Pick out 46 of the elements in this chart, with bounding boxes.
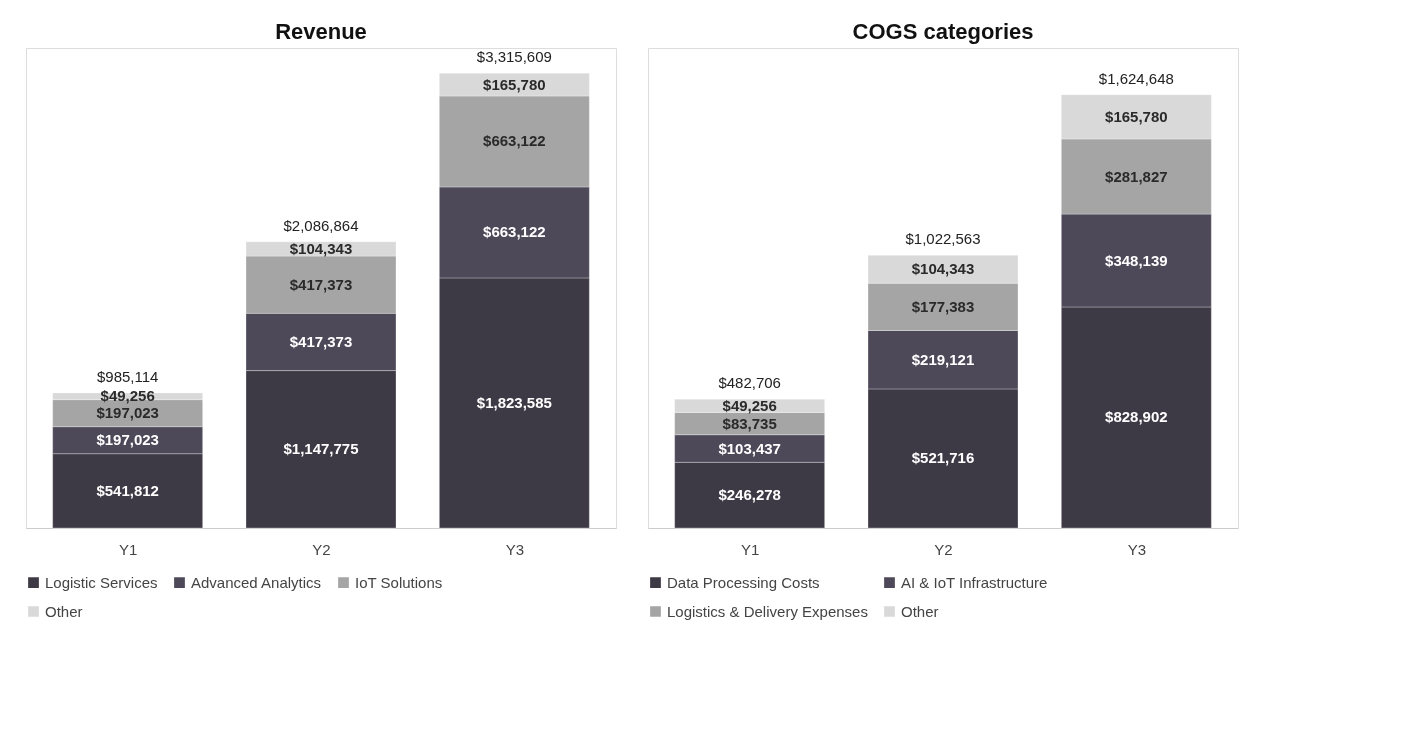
legend-label: Other [901,602,939,620]
data-label: $521,716 [911,449,975,467]
total-label: $3,315,609 [476,48,552,66]
data-label: $165,780 [1105,107,1168,125]
x-tick-label: Y3 [1127,540,1147,558]
data-label: $177,383 [911,297,975,315]
total-label: $1,022,563 [905,230,981,248]
x-tick-label: Y3 [505,540,525,558]
legend-label: Logistic Services [45,573,158,591]
chart-title: COGS categories [852,19,1034,44]
legend-label: Logistics & Delivery Expenses [667,602,868,620]
data-label: $197,023 [96,431,159,449]
total-label: $482,706 [718,374,781,392]
legend-label: IoT Solutions [355,573,443,591]
data-label: $348,139 [1105,251,1168,269]
chart-title: Revenue [275,19,367,44]
data-label: $165,780 [483,75,546,93]
data-label: $104,343 [289,239,353,257]
data-label: $541,812 [96,481,159,499]
total-label: $985,114 [96,367,159,385]
data-label: $103,437 [718,439,781,457]
x-tick-label: Y2 [312,540,331,558]
data-label: $417,373 [289,332,353,350]
total-label: $2,086,864 [283,216,359,234]
total-label: $1,624,648 [1098,69,1174,87]
data-label: $663,122 [483,223,546,241]
legend-label: AI & IoT Infrastructure [901,573,1048,591]
data-label: $49,256 [100,387,155,405]
x-tick-label: Y2 [934,540,953,558]
data-label: $417,373 [289,275,353,293]
data-label: $1,147,775 [283,440,359,458]
data-label: $1,823,585 [476,393,552,411]
data-label: $246,278 [718,486,781,504]
data-label: $828,902 [1105,408,1168,426]
legend-label: Advanced Analytics [191,573,322,591]
x-tick-label: Y1 [118,540,138,558]
legend-label: Data Processing Costs [667,573,820,591]
x-tick-label: Y1 [740,540,760,558]
legend-label: Other [45,602,83,620]
data-label: $104,343 [911,260,975,278]
data-label: $83,735 [722,414,777,432]
data-label: $281,827 [1105,167,1168,185]
data-label: $49,256 [722,396,777,414]
data-label: $219,121 [911,350,975,368]
data-label: $663,122 [483,132,546,150]
data-label: $197,023 [96,404,159,422]
